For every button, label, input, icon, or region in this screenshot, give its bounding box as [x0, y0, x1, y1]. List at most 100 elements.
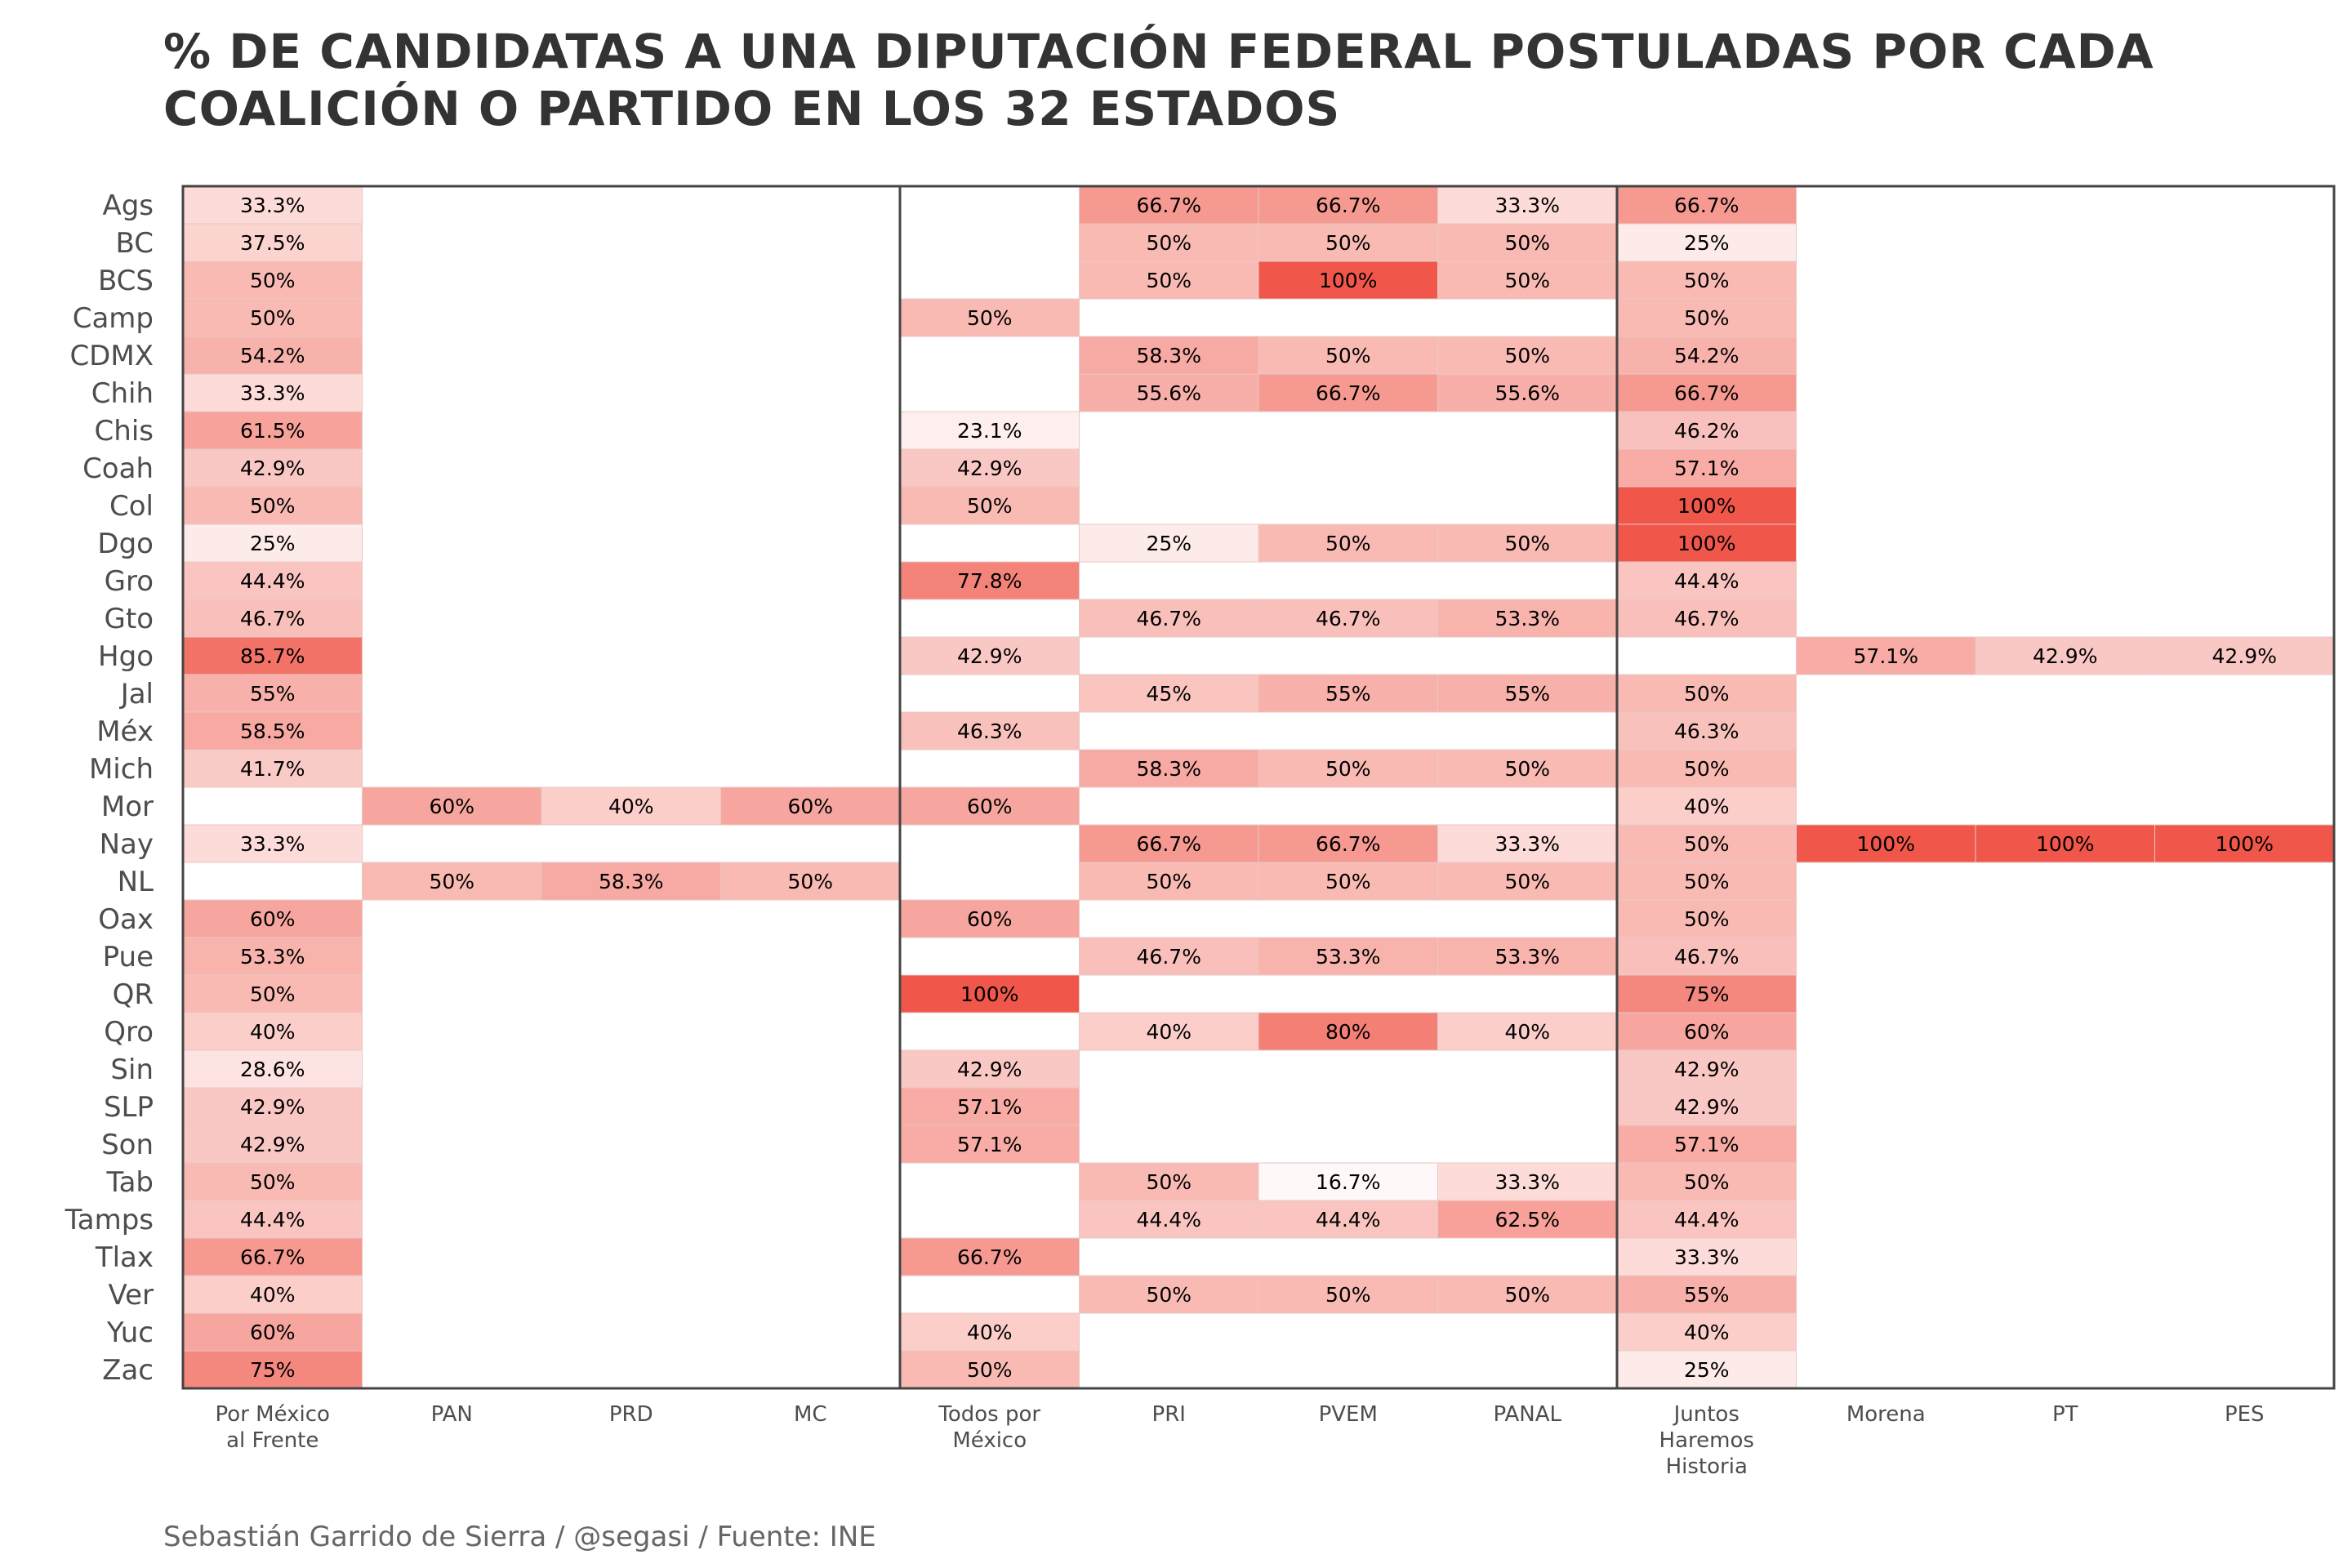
cell-value-label: 55.6%: [1137, 381, 1201, 405]
heatmap-cell: [1258, 749, 1438, 788]
y-tick-label: BC: [116, 227, 154, 260]
heatmap-cell: [1079, 937, 1259, 976]
cell-value-label: 50%: [1684, 269, 1730, 292]
x-tick-label: PES: [2225, 1402, 2265, 1427]
cell-value-label: 33.3%: [1674, 1245, 1739, 1269]
y-tick-label: Camp: [73, 302, 154, 335]
cell-value-label: 50%: [1146, 1283, 1192, 1307]
heatmap-cell: [541, 862, 721, 901]
cell-value-label: 23.1%: [957, 419, 1022, 443]
cell-value-label: 80%: [1325, 1020, 1371, 1044]
heatmap-cell: [1079, 1200, 1259, 1239]
heatmap-cell: [182, 261, 363, 300]
cell-value-label: 61.5%: [240, 419, 305, 443]
cell-value-label: 55%: [1504, 682, 1550, 706]
cell-value-label: 42.9%: [1674, 1095, 1739, 1119]
cell-value-label: 33.3%: [1495, 194, 1560, 217]
y-tick-label: QR: [113, 978, 154, 1011]
cell-value-label: 100%: [1677, 494, 1735, 518]
heatmap-cell: [899, 1237, 1080, 1276]
cell-value-label: 40%: [608, 795, 654, 818]
cells-layer: [182, 185, 2335, 1389]
cell-value-label: 40%: [1504, 1020, 1550, 1044]
y-tick-label: Chis: [95, 415, 154, 448]
cell-value-label: 77.8%: [957, 569, 1022, 593]
cell-value-label: 58.3%: [1137, 344, 1201, 368]
frame-layer: [181, 185, 2336, 1390]
cell-value-label: 44.4%: [1674, 1208, 1739, 1232]
heatmap-cell: [720, 862, 901, 901]
cell-value-label: 50%: [1504, 870, 1550, 893]
cell-value-label: 33.3%: [240, 194, 305, 217]
y-tick-label: Tamps: [65, 1204, 154, 1236]
cell-value-label: 42.9%: [240, 1095, 305, 1119]
cell-value-label: 42.9%: [240, 1133, 305, 1156]
heatmap-cell: [1975, 636, 2155, 675]
heatmap-cell: [1796, 824, 1976, 863]
heatmap-cell: [1079, 599, 1259, 638]
y-tick-label: Méx: [96, 715, 154, 748]
heatmap-cell: [1258, 1275, 1438, 1314]
cell-value-label: 46.7%: [1674, 945, 1739, 969]
y-tick-label: Dgo: [97, 528, 154, 560]
cell-value-label: 42.9%: [2212, 644, 2277, 668]
cell-value-label: 60%: [1684, 1020, 1730, 1044]
x-tick-label: MC: [794, 1402, 827, 1427]
cell-value-label: 42.9%: [240, 457, 305, 480]
cell-value-label: 50%: [1146, 870, 1192, 893]
heatmap-cell: [720, 786, 901, 826]
cell-value-label: 50%: [1325, 757, 1371, 781]
heatmap-cell: [182, 899, 363, 938]
cell-value-label: 60%: [967, 907, 1013, 931]
cell-value-label: 50%: [967, 306, 1013, 330]
heatmap-cell: [1079, 1162, 1259, 1201]
y-tick-label: Sin: [110, 1054, 154, 1086]
cell-value-label: 100%: [2216, 832, 2274, 856]
cell-value-label: 40%: [1146, 1020, 1192, 1044]
cell-value-label: 57.1%: [957, 1133, 1022, 1156]
cell-value-label: 40%: [250, 1283, 296, 1307]
cell-value-label: 42.9%: [957, 644, 1022, 668]
heatmap-cell: [182, 1200, 363, 1239]
cell-value-label: 66.7%: [1316, 832, 1380, 856]
heatmap-cell: [1437, 523, 1618, 563]
heatmap-cell: [1079, 674, 1259, 713]
x-tick-label: PRD: [609, 1402, 653, 1427]
cell-value-label: 44.4%: [1316, 1208, 1380, 1232]
heatmap-cell: [1616, 1087, 1797, 1126]
cell-value-label: 40%: [1684, 1321, 1730, 1344]
y-tick-label: Tlax: [95, 1241, 154, 1274]
cell-value-label: 57.1%: [957, 1095, 1022, 1119]
heatmap-cell: [899, 1350, 1080, 1389]
cell-value-label: 42.9%: [1674, 1058, 1739, 1081]
cell-value-label: 75%: [1684, 982, 1730, 1006]
cell-value-label: 66.7%: [1316, 194, 1380, 217]
cell-value-label: 55.6%: [1495, 381, 1560, 405]
cell-value-label: 50%: [1146, 1170, 1192, 1194]
cell-value-label: 100%: [1677, 532, 1735, 555]
cell-value-label: 41.7%: [240, 757, 305, 781]
cell-value-label: 50%: [250, 982, 296, 1006]
x-tick-label: PANAL: [1493, 1402, 1561, 1427]
cell-value-label: 50%: [1504, 231, 1550, 255]
heatmap-cell: [1616, 373, 1797, 412]
cell-value-label: 60%: [250, 907, 296, 931]
cell-value-label: 54.2%: [1674, 344, 1739, 368]
cell-value-label: 66.7%: [1674, 194, 1739, 217]
heatmap-cell: [899, 899, 1080, 938]
heatmap-cell: [182, 1312, 363, 1352]
cell-value-label: 50%: [1325, 231, 1371, 255]
heatmap-cell: [1616, 711, 1797, 751]
cell-value-label: 46.3%: [957, 719, 1022, 743]
cell-value-label: 40%: [967, 1321, 1013, 1344]
cell-value-label: 50%: [429, 870, 474, 893]
cell-value-label: 50%: [250, 1170, 296, 1194]
heatmap-cell: [1975, 824, 2155, 863]
cell-value-label: 33.3%: [1495, 1170, 1560, 1194]
cell-value-label: 50%: [1684, 306, 1730, 330]
cell-value-label: 55%: [250, 682, 296, 706]
cell-value-label: 46.7%: [1137, 607, 1201, 630]
cell-value-label: 33.3%: [1495, 832, 1560, 856]
